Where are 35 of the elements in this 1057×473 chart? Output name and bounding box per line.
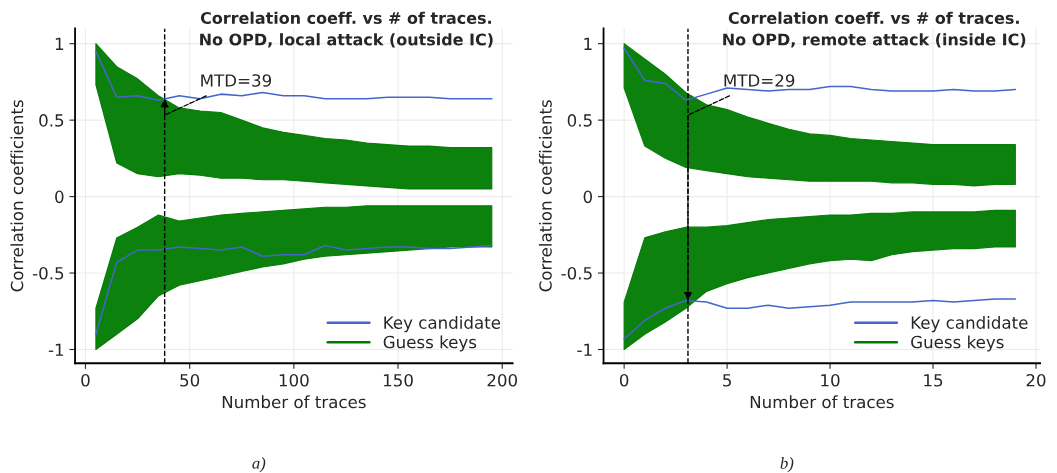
y-tick-label: 0.5 [567, 114, 592, 127]
x-tick-label: 0 [619, 373, 629, 387]
line-series [623, 47, 1017, 102]
legend-label: Key candidate [911, 316, 1028, 333]
y-axis-title: Correlation coefficients [538, 100, 552, 292]
annotation: MTD=39 [201, 74, 272, 87]
x-axis-title: Number of traces [750, 395, 894, 409]
legend-label: Guess keys [383, 335, 477, 352]
x-tick-label: 100 [279, 373, 309, 387]
x-tick-label: 10 [821, 373, 840, 387]
x-tick-label: 5 [723, 374, 731, 387]
x-tick-label: 15 [924, 374, 943, 387]
y-tick-label: -0.5 [32, 267, 64, 280]
y-tick-label: -1 [48, 343, 64, 356]
chart-title: Correlation coeff. vs # of traces. No OPD, remote attack (inside IC) [723, 11, 1026, 48]
y-tick-label: -0.5 [561, 267, 592, 280]
text: a) [252, 457, 266, 473]
x-axis-title: Number of traces [222, 395, 366, 409]
legend-label: Key candidate [384, 316, 501, 333]
y-tick-label: -1 [577, 343, 592, 356]
x-tick-label: 20 [1026, 373, 1046, 387]
y-tick-label: 0 [583, 190, 593, 204]
chart-title: Correlation coeff. vs # of traces. No OPD, local attack (outside IC) [200, 11, 493, 48]
x-tick-label: 150 [383, 373, 413, 387]
y-tick-label: 0.5 [39, 114, 64, 127]
annotation: MTD=29 [724, 74, 795, 87]
y-tick-label: 0 [55, 190, 64, 204]
x-tick-label: 0 [81, 373, 90, 387]
legend-label: Guess keys [911, 335, 1004, 352]
x-tick-label: 50 [180, 373, 200, 387]
y-axis-title: Correlation coefficients [10, 100, 24, 292]
y-tick-label: 1 [584, 37, 592, 50]
y-tick-label: 1 [55, 37, 64, 50]
text: b) [780, 457, 794, 473]
x-tick-label: 200 [487, 373, 518, 387]
